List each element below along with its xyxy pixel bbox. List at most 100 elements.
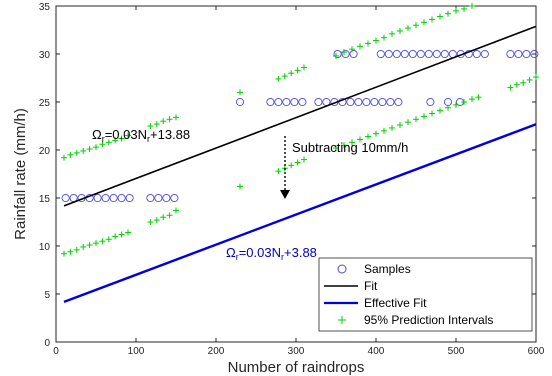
prediction-upper-point xyxy=(381,34,387,41)
prediction-upper-point xyxy=(397,27,403,34)
sample-point xyxy=(384,49,393,59)
x-tick-label: 600 xyxy=(528,346,545,357)
prediction-lower-point xyxy=(288,162,295,169)
y-tick-label: 20 xyxy=(39,146,51,157)
prediction-lower-point xyxy=(381,127,387,134)
y-tick-label: 35 xyxy=(39,2,51,13)
prediction-lower-point xyxy=(160,214,167,221)
y-tick-label: 10 xyxy=(39,242,51,253)
sample-point xyxy=(392,49,401,59)
sample-point xyxy=(530,49,539,59)
prediction-lower-point xyxy=(275,168,282,175)
prediction-upper-point xyxy=(281,73,288,80)
prediction-lower-point xyxy=(513,81,520,88)
x-tick-label: 100 xyxy=(128,346,145,357)
sample-point xyxy=(349,49,358,59)
sample-point xyxy=(93,193,102,203)
samples-series xyxy=(61,49,539,203)
sample-point xyxy=(432,49,441,59)
sample-point xyxy=(394,97,403,107)
prediction-upper-point xyxy=(173,114,179,121)
sample-point xyxy=(333,49,342,59)
sample-point xyxy=(514,49,523,59)
y-tick-label: 5 xyxy=(44,290,50,301)
sample-point xyxy=(170,193,179,203)
subtract-arrow-head xyxy=(280,190,290,199)
y-tick-label: 15 xyxy=(39,194,51,205)
sample-point xyxy=(146,193,155,203)
y-tick-label: 25 xyxy=(39,98,51,109)
subtract-note-label: Subtracting 10mm/h xyxy=(292,140,408,155)
legend-prediction-label: 95% Prediction Intervals xyxy=(364,313,493,327)
x-tick-label: 0 xyxy=(53,346,59,357)
prediction-lower-point xyxy=(341,142,347,149)
prediction-lower-point xyxy=(413,116,419,123)
prediction-lower-point xyxy=(112,233,119,240)
prediction-upper-point xyxy=(147,123,154,129)
prediction-upper-point xyxy=(99,141,106,148)
sample-point xyxy=(282,97,291,107)
prediction-upper-point xyxy=(112,137,119,144)
prediction-lower-point xyxy=(373,130,379,137)
legend-effective-fit-label: Effective Fit xyxy=(364,296,427,310)
sample-point xyxy=(341,49,350,59)
sample-point xyxy=(440,49,449,59)
fit-line xyxy=(63,25,537,207)
prediction-upper-point xyxy=(105,139,112,146)
legend-samples-label: Samples xyxy=(364,262,411,276)
sample-point xyxy=(346,97,355,107)
prediction-interval-series xyxy=(61,3,539,257)
prediction-lower-point xyxy=(153,217,160,224)
sample-point xyxy=(162,193,171,203)
prediction-upper-point xyxy=(389,30,395,37)
prediction-upper-point xyxy=(237,89,243,96)
sample-point xyxy=(378,97,387,107)
prediction-upper-point xyxy=(86,146,93,153)
prediction-lower-point xyxy=(61,250,67,257)
y-tick-label: 30 xyxy=(39,50,51,61)
prediction-upper-point xyxy=(288,70,295,77)
sample-point xyxy=(416,49,425,59)
sample-point xyxy=(376,49,385,59)
sample-point xyxy=(370,97,379,107)
prediction-lower-point xyxy=(333,145,339,152)
prediction-upper-point xyxy=(153,121,160,128)
prediction-lower-point xyxy=(533,74,539,81)
prediction-lower-point xyxy=(405,119,411,126)
prediction-lower-point xyxy=(118,231,125,238)
prediction-lower-point xyxy=(237,183,243,190)
sample-point xyxy=(506,49,515,59)
prediction-upper-point xyxy=(61,154,67,161)
sample-point xyxy=(290,97,299,107)
sample-point xyxy=(408,49,417,59)
y-axis-label: Rainfall rate (mm/h) xyxy=(12,108,29,240)
prediction-upper-point xyxy=(166,116,173,123)
y-tick-label: 0 xyxy=(44,338,50,349)
prediction-lower-point xyxy=(125,229,131,236)
prediction-upper-point xyxy=(445,10,451,17)
prediction-upper-point xyxy=(413,22,419,29)
prediction-upper-point xyxy=(437,13,443,20)
legend-box xyxy=(318,257,533,332)
prediction-lower-point xyxy=(80,243,87,250)
sample-point xyxy=(117,193,126,203)
prediction-upper-point xyxy=(341,49,347,56)
prediction-lower-point xyxy=(349,139,355,146)
prediction-upper-point xyxy=(73,149,80,156)
prediction-lower-point xyxy=(147,219,154,225)
prediction-lower-point xyxy=(105,236,112,243)
sample-point xyxy=(354,97,363,107)
x-tick-label: 300 xyxy=(288,346,305,357)
prediction-upper-point xyxy=(461,5,467,12)
prediction-lower-point xyxy=(93,240,99,247)
effective-fit-line xyxy=(63,123,537,303)
prediction-upper-point xyxy=(301,64,307,71)
sample-point xyxy=(125,193,134,203)
prediction-upper-point xyxy=(160,118,167,125)
x-tick-label: 200 xyxy=(208,346,225,357)
prediction-upper-point xyxy=(93,144,99,151)
prediction-lower-point xyxy=(461,99,467,105)
x-axis-label: Number of raindrops xyxy=(228,359,365,376)
sample-point xyxy=(266,97,275,107)
